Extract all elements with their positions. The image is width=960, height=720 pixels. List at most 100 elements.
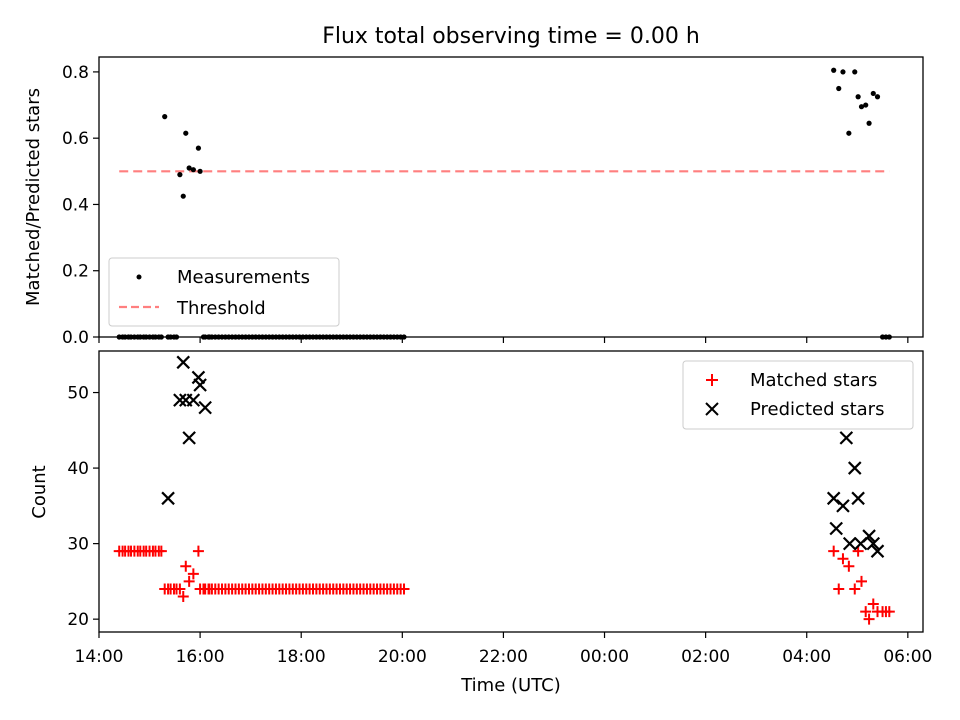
legend-measurements-marker	[136, 274, 142, 280]
bottom-legend: Matched stars Predicted stars	[682, 360, 914, 430]
matched-star-point	[860, 606, 872, 618]
predicted-star-point	[866, 536, 881, 551]
x-tick-label: 04:00	[782, 647, 831, 667]
measurement-point	[831, 67, 837, 73]
x-tick-label: 18:00	[277, 647, 326, 667]
matched-star-point	[174, 583, 186, 595]
x-tick-label: 20:00	[378, 647, 427, 667]
predicted-star-point	[862, 529, 876, 543]
matched-star-point	[183, 575, 195, 587]
top-y-tick-label: 0.8	[62, 63, 89, 83]
measurement-point	[162, 114, 168, 120]
predicted-star-point	[173, 393, 187, 407]
bottom-panel: Count 20 30 40 50 14:00 16:00 18:00 20:00 22:00…	[29, 350, 932, 696]
top-panel: Matched/Predicted stars 0.00.20.40.60.8 …	[23, 56, 924, 348]
predicted-star-point	[198, 400, 212, 415]
measurement-point	[886, 334, 892, 340]
matched-star-point	[187, 568, 199, 580]
bottom-y-tick-label: 30	[67, 535, 89, 555]
matched-star-point	[855, 575, 867, 587]
measurement-point	[866, 120, 872, 126]
matched-star-point	[863, 613, 875, 625]
predicted-star-point	[836, 499, 850, 513]
bottom-panel-frame	[98, 350, 924, 633]
measurement-point	[874, 94, 881, 100]
matched-star-point	[398, 583, 410, 595]
bottom-y-tick-label: 50	[67, 384, 89, 404]
matched-star-point	[833, 583, 845, 595]
measurement-point	[183, 130, 189, 136]
matched-star-point	[828, 545, 840, 557]
bottom-x-ticks: 14:00 16:00 18:00 20:00 22:00 00:00 02:00 04:00…	[75, 632, 932, 667]
top-y-tick-label: 0.2	[62, 262, 89, 282]
matched-star-point	[155, 545, 167, 557]
predicted-star-point	[829, 521, 843, 536]
bottom-panel-ylabel: Count	[29, 465, 50, 518]
top-y-tick-label: 0.6	[62, 129, 89, 149]
measurement-point	[840, 69, 846, 75]
bottom-y-tick-label: 20	[67, 610, 89, 630]
top-y-tick-label: 0.4	[62, 195, 89, 215]
predicted-star-point	[186, 393, 201, 407]
matched-points	[113, 545, 895, 625]
matched-star-point	[883, 606, 895, 618]
matched-star-point	[849, 583, 861, 595]
predicted-star-point	[847, 461, 862, 475]
predicted-points	[161, 355, 885, 558]
measurement-point	[858, 104, 865, 110]
top-y-tick-label: 0.0	[62, 328, 89, 348]
predicted-star-point	[842, 536, 857, 551]
legend-predicted-marker	[705, 402, 719, 416]
top-panel-ylabel: Matched/Predicted stars	[23, 88, 44, 306]
matched-star-point	[837, 553, 849, 565]
predicted-star-point	[182, 431, 196, 445]
x-tick-label: 22:00	[479, 647, 528, 667]
matched-star-point	[180, 560, 192, 572]
predicted-star-point	[870, 544, 885, 558]
figure-title: Flux total observing time = 0.00 h	[322, 24, 700, 49]
measurement-point	[852, 69, 858, 75]
top-panel-frame	[98, 56, 924, 338]
measurement-point	[870, 90, 876, 97]
x-tick-label: 02:00	[681, 647, 730, 667]
predicted-star-point	[193, 378, 207, 392]
matched-star-point	[843, 560, 855, 572]
matched-star-point	[177, 590, 189, 602]
x-tick-label: 16:00	[176, 647, 225, 667]
measurement-point	[173, 334, 180, 340]
top-y-ticks: 0.0 0.2 0.4 0.6 0.8	[62, 63, 99, 348]
measurement-point	[190, 167, 196, 173]
top-legend-box	[108, 257, 340, 327]
measurement-point	[158, 334, 164, 340]
legend-threshold-label: Threshold	[176, 298, 266, 319]
matched-star-point	[867, 598, 879, 610]
measurement-point	[863, 102, 869, 108]
measurement-points	[116, 67, 892, 340]
measurement-point	[195, 145, 202, 151]
x-tick-label: 14:00	[75, 647, 124, 667]
predicted-star-point	[176, 355, 191, 370]
measurement-point	[186, 165, 192, 171]
x-tick-label: 00:00	[580, 647, 629, 667]
x-tick-label: 06:00	[883, 647, 932, 667]
bottom-y-tick-label: 40	[67, 459, 89, 479]
top-legend: Measurements Threshold	[108, 257, 340, 327]
measurement-point	[177, 172, 183, 178]
measurement-point	[846, 130, 852, 136]
measurement-point	[180, 193, 186, 199]
measurement-point	[836, 85, 842, 92]
predicted-star-point	[839, 431, 854, 445]
legend-predicted-label: Predicted stars	[750, 399, 884, 420]
x-axis-label: Time (UTC)	[460, 675, 561, 696]
bottom-legend-box	[682, 360, 914, 430]
predicted-star-point	[161, 491, 175, 506]
measurement-point	[197, 168, 203, 174]
matched-star-point	[192, 545, 204, 557]
legend-matched-marker	[706, 374, 718, 386]
measurement-point	[855, 94, 861, 100]
predicted-star-point	[826, 491, 841, 506]
bottom-y-ticks: 20 30 40 50	[67, 384, 99, 630]
measurement-point	[401, 334, 407, 340]
predicted-star-point	[851, 491, 865, 506]
